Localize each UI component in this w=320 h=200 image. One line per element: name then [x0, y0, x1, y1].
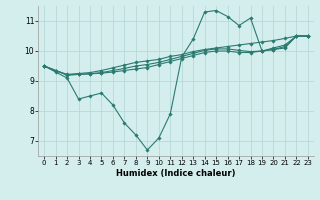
X-axis label: Humidex (Indice chaleur): Humidex (Indice chaleur) — [116, 169, 236, 178]
